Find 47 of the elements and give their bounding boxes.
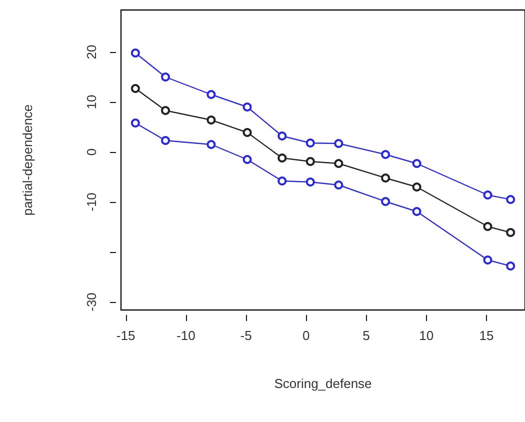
x-tick-label: 15 — [479, 328, 494, 343]
point — [242, 102, 252, 112]
point — [130, 48, 140, 58]
point — [506, 228, 516, 237]
point — [160, 106, 170, 115]
point — [334, 180, 344, 190]
point — [506, 195, 516, 204]
point — [381, 150, 390, 159]
point — [130, 84, 140, 93]
point — [506, 262, 516, 270]
point — [334, 139, 344, 148]
point — [278, 132, 287, 140]
point — [381, 174, 390, 182]
point — [483, 190, 492, 200]
point — [381, 197, 390, 206]
x-tick-label: 10 — [419, 328, 434, 343]
point — [242, 128, 252, 137]
x-tick-label: 5 — [362, 328, 370, 343]
x-tick-label: -5 — [240, 328, 252, 343]
point — [412, 207, 422, 216]
point — [160, 136, 170, 145]
point — [206, 90, 216, 99]
point — [278, 176, 287, 186]
y-axis-title: partial-dependence — [20, 104, 35, 216]
point — [206, 116, 216, 124]
point — [412, 159, 422, 168]
x-axis-title: Scoring_defense — [274, 376, 372, 391]
point — [334, 159, 344, 168]
point — [206, 140, 216, 149]
x-tick-label: -15 — [116, 328, 136, 343]
point — [306, 178, 315, 186]
point — [483, 222, 492, 231]
point — [242, 155, 252, 164]
point — [306, 138, 315, 148]
y-tick-label: -10 — [84, 192, 99, 212]
y-tick-label: 0 — [84, 148, 99, 156]
point — [278, 154, 287, 162]
point — [483, 256, 492, 264]
y-tick-label: 10 — [84, 94, 99, 110]
point — [160, 72, 170, 82]
point — [306, 157, 315, 166]
point — [130, 118, 140, 128]
point — [412, 182, 422, 192]
y-tick-label: -30 — [84, 292, 99, 312]
x-tick-label: 0 — [302, 328, 310, 343]
y-tick-label: 20 — [84, 44, 99, 60]
x-tick-label: -10 — [176, 328, 196, 343]
